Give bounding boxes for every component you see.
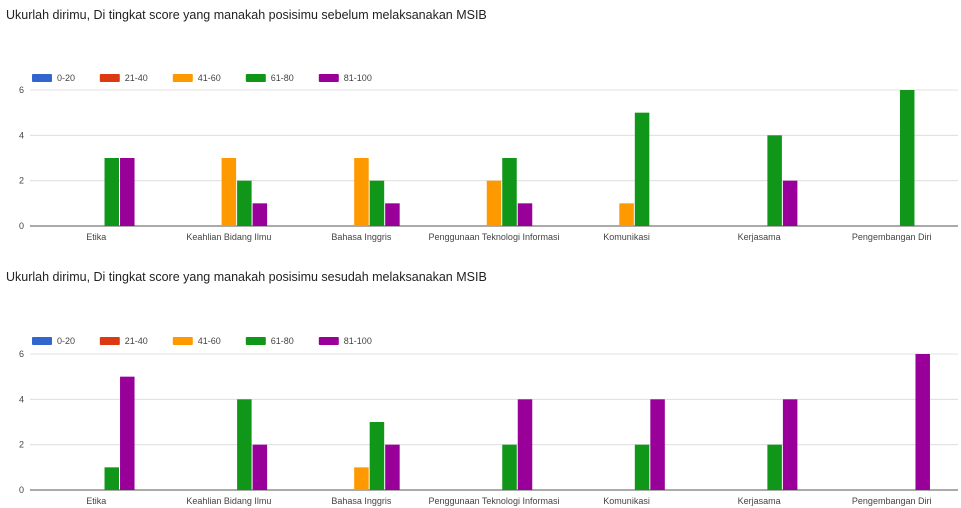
y-tick-label: 0 [19, 485, 24, 495]
x-tick-label: Keahlian Bidang Ilmu [186, 496, 271, 506]
bar[interactable] [104, 158, 120, 226]
bar[interactable] [634, 112, 650, 226]
legend-label: 0-20 [57, 73, 75, 83]
x-tick-label: Kerjasama [738, 232, 781, 242]
x-tick-label: Etika [86, 232, 106, 242]
bar[interactable] [650, 399, 665, 490]
bar[interactable] [354, 158, 369, 226]
bar[interactable] [517, 203, 533, 226]
bar[interactable] [767, 135, 782, 226]
x-tick-label: Bahasa Inggris [331, 232, 392, 242]
x-tick-label: Kerjasama [738, 496, 781, 506]
legend-swatch [318, 74, 339, 82]
legend-label: 21-40 [125, 73, 148, 83]
chart-title: Ukurlah dirimu, Di tingkat score yang ma… [6, 8, 487, 22]
x-tick-label: Etika [86, 496, 106, 506]
y-tick-label: 6 [19, 85, 24, 95]
y-tick-label: 2 [19, 440, 24, 450]
bar-chart-svg: 0-20 21-40 41-60 61-80 81-100 0 2 4 6 Etika Keahli… [19, 336, 958, 506]
bar[interactable] [486, 180, 502, 226]
bar-chart-svg: 0-20 21-40 41-60 61-80 81-100 0 2 4 6 Etika Keahli… [19, 73, 958, 242]
legend-item[interactable]: 41-60 [172, 73, 221, 83]
x-tick-label: Bahasa Inggris [331, 496, 392, 506]
legend-label: 41-60 [198, 73, 221, 83]
bar[interactable] [385, 444, 400, 490]
bar[interactable] [237, 399, 252, 490]
bar[interactable] [120, 158, 135, 226]
legend-item[interactable]: 81-100 [318, 73, 372, 83]
x-tick-label: Komunikasi [603, 232, 650, 242]
legend-swatch [318, 337, 339, 345]
bar[interactable] [899, 90, 915, 226]
legend-swatch [32, 337, 52, 345]
bar[interactable] [252, 203, 268, 226]
legend-swatch [172, 74, 193, 82]
y-tick-label: 2 [19, 176, 24, 186]
chart-before-msib: Ukurlah dirimu, Di tingkat score yang ma… [6, 8, 958, 242]
legend-swatch [245, 337, 266, 345]
legend-item[interactable]: 61-80 [245, 336, 294, 346]
x-tick-label: Penggunaan Teknologi Informasi [429, 232, 560, 242]
legend-item[interactable]: 21-40 [99, 73, 148, 83]
legend-label: 81-100 [344, 73, 372, 83]
y-tick-label: 0 [19, 221, 24, 231]
chart-title: Ukurlah dirimu, Di tingkat score yang ma… [6, 270, 487, 284]
bar[interactable] [502, 158, 517, 226]
legend-item[interactable]: 0-20 [32, 73, 75, 83]
legend-item[interactable]: 81-100 [318, 336, 372, 346]
legend-item[interactable]: 21-40 [99, 336, 148, 346]
x-tick-label: Komunikasi [603, 496, 650, 506]
legend-label: 0-20 [57, 336, 75, 346]
legend-item[interactable]: 61-80 [245, 73, 294, 83]
bar[interactable] [782, 399, 798, 490]
bar[interactable] [354, 467, 369, 490]
bar[interactable] [385, 203, 400, 226]
legend-swatch [32, 74, 52, 82]
legend-swatch [99, 74, 120, 82]
legend-label: 61-80 [271, 336, 294, 346]
bar[interactable] [104, 467, 120, 490]
bar[interactable] [369, 422, 385, 490]
legend-label: 61-80 [271, 73, 294, 83]
x-tick-label: Pengembangan Diri [852, 232, 932, 242]
bar[interactable] [237, 180, 252, 226]
legend-swatch [99, 337, 120, 345]
y-tick-label: 4 [19, 130, 24, 140]
y-tick-label: 6 [19, 349, 24, 359]
bar[interactable] [767, 444, 782, 490]
x-tick-label: Penggunaan Teknologi Informasi [429, 496, 560, 506]
chart-after-msib: Ukurlah dirimu, Di tingkat score yang ma… [0, 262, 961, 508]
x-tick-label: Pengembangan Diri [852, 496, 932, 506]
bar[interactable] [221, 158, 237, 226]
x-tick-label: Keahlian Bidang Ilmu [186, 232, 271, 242]
bar[interactable] [517, 399, 533, 490]
bar[interactable] [369, 180, 385, 226]
bar[interactable] [782, 180, 798, 226]
bar[interactable] [915, 354, 930, 490]
legend-item[interactable]: 0-20 [32, 336, 75, 346]
legend-swatch [172, 337, 193, 345]
y-tick-label: 4 [19, 394, 24, 404]
bar[interactable] [634, 444, 650, 490]
legend-label: 41-60 [198, 336, 221, 346]
bar[interactable] [120, 376, 135, 490]
bar[interactable] [619, 203, 634, 226]
legend-label: 81-100 [344, 336, 372, 346]
legend-item[interactable]: 41-60 [172, 336, 221, 346]
bar[interactable] [252, 444, 268, 490]
legend-swatch [245, 74, 266, 82]
legend-label: 21-40 [125, 336, 148, 346]
bar[interactable] [502, 444, 517, 490]
